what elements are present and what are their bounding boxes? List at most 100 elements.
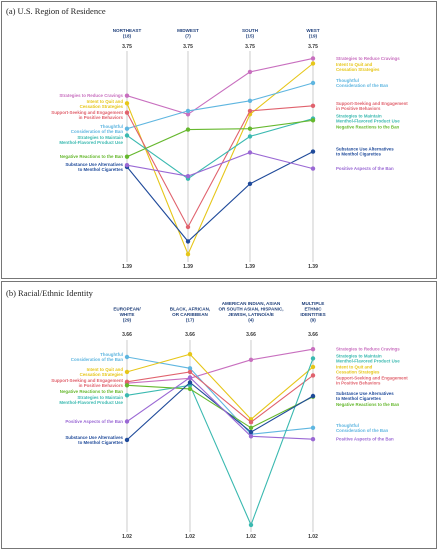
tick-label-bottom: 1.02 xyxy=(185,534,195,540)
series-point xyxy=(124,154,130,159)
panel-b-frame xyxy=(1,281,437,549)
tick-label-top-line: 3.75 xyxy=(245,44,255,50)
series-label-line: Substance Use Alternatives xyxy=(65,435,123,440)
series-label: Negative Reactions to the Ban xyxy=(60,389,124,394)
series-label: Support-Seeking and Engagement in Positiv… xyxy=(336,376,408,386)
series-point xyxy=(310,61,316,66)
series-label: Intent to Quit and Cessation Strategies xyxy=(80,367,124,377)
series-label-line: Menthol-Flavored Product Use xyxy=(59,400,123,405)
series-point xyxy=(310,425,316,430)
category-label: EUROPEAN/WHITE (29) xyxy=(113,306,141,322)
category-label-line: ETHNIC xyxy=(304,306,322,311)
category-label-line: (18) xyxy=(123,34,132,39)
series-point xyxy=(247,150,253,155)
series-point xyxy=(124,437,130,443)
series-point xyxy=(310,56,316,61)
category-label-line: (19) xyxy=(309,34,318,39)
tick-label-bottom-line: 1.02 xyxy=(185,534,195,540)
series-label-line: Support-Seeking and Engagement xyxy=(51,378,123,383)
series-label: Positive Aspects of the Ban xyxy=(65,419,123,424)
series-point xyxy=(124,354,130,360)
series-point xyxy=(124,110,130,115)
series-point xyxy=(247,126,253,131)
tick-label-bottom-line: 1.39 xyxy=(122,264,132,270)
panel-b-title: (b) Racial/Ethnic Identity xyxy=(6,288,94,298)
panel-a-plot: NORTHEAST (18) 3.75 1.39 MIDWEST (7) 3.75 1.39 S… xyxy=(51,28,408,270)
series-point xyxy=(124,393,130,398)
series-point xyxy=(124,379,130,384)
series-point xyxy=(248,434,254,439)
series-point xyxy=(124,369,130,375)
category-label: MIDWEST (7) xyxy=(177,28,199,39)
series-label: Substance Use Alternatives to Menthol Cig… xyxy=(65,162,123,172)
series-label-line: Menthol-Flavored Product Use xyxy=(336,359,400,364)
series-label-line: Thoughtful xyxy=(336,78,359,83)
series-label-line: Negative Reactions to the Ban xyxy=(336,402,400,407)
series-point xyxy=(124,383,130,388)
series-label: Thoughtful Consideration of the Ban xyxy=(336,78,389,88)
tick-label-bottom: 1.02 xyxy=(308,534,318,540)
category-label: BLACK, AFRICAN, OR CARIBBEAN (17) xyxy=(170,306,210,322)
series-point xyxy=(185,108,191,114)
series-point xyxy=(310,118,316,123)
series-label: Thoughtful Consideration of the Ban xyxy=(71,124,124,134)
series-point xyxy=(247,134,253,139)
series-label-line: Strategies to Reduce Cravings xyxy=(336,347,400,352)
series-label-line: Positive Aspects of the Ban xyxy=(336,166,394,171)
series-line xyxy=(126,151,314,243)
tick-label-bottom: 1.02 xyxy=(122,534,132,540)
series-label-line: to Menthol Cigarettes xyxy=(336,396,381,401)
category-label-line: SOUTH xyxy=(242,28,259,33)
series-point xyxy=(185,127,191,132)
series-label-line: Strategies to Maintain xyxy=(77,395,123,400)
tick-label-top-line: 3.75 xyxy=(122,44,132,50)
series-label: Strategies to Reduce Cravings xyxy=(336,56,400,61)
tick-label-top-line: 3.66 xyxy=(185,332,195,338)
series-point xyxy=(185,252,191,257)
series-label-line: Cessation Strategies xyxy=(336,67,380,72)
category-label-line: MIDWEST xyxy=(177,28,199,33)
series-label-line: Consideration of the Ban xyxy=(71,357,124,362)
series-point xyxy=(187,375,193,380)
series-label: Support-Seeking and Engagement in Positiv… xyxy=(51,378,123,388)
tick-label-top-line: 3.66 xyxy=(122,332,132,338)
series-label-line: Positive Aspects of the Ban xyxy=(65,419,123,424)
category-label-line: EUROPEAN/ xyxy=(113,306,141,311)
category-label-line: AMERICAN INDIAN, ASIAN xyxy=(222,301,281,306)
series-label-line: Support-Seeking and Engagement xyxy=(51,110,123,115)
series-label-line: Strategies to Maintain xyxy=(77,135,123,140)
series-point xyxy=(310,80,316,86)
series-label-line: Cessation Strategies xyxy=(80,372,124,377)
category-label-line: WEST xyxy=(306,28,319,33)
series-label-line: Cessation Strategies xyxy=(80,104,124,109)
series-label-line: Menthol-Flavored Product Use xyxy=(59,140,123,145)
series-point xyxy=(247,181,253,186)
series-point xyxy=(248,420,254,425)
series-label: Strategies to Maintain Menthol-Flavored P… xyxy=(59,135,123,145)
tick-label-top: 3.75 xyxy=(308,44,318,50)
series-label: Intent to Quit and Cessation Strategies xyxy=(336,62,380,72)
tick-label-bottom: 1.39 xyxy=(183,264,193,270)
series-line xyxy=(126,118,314,180)
series-point xyxy=(247,98,253,104)
series-label: Strategies to Reduce Cravings xyxy=(59,93,123,98)
category-label-line: NORTHEAST xyxy=(113,28,142,33)
series-point xyxy=(185,224,191,230)
series-label-line: Thoughtful xyxy=(100,352,123,357)
category-label: AMERICAN INDIAN, ASIAN OR SOUTH ASIAN, HI… xyxy=(218,301,283,323)
series-label-line: Consideration of the Ban xyxy=(336,83,389,88)
series-point xyxy=(247,108,253,114)
series-label-line: to Menthol Cigarettes xyxy=(78,440,123,445)
tick-label-bottom-line: 1.39 xyxy=(183,264,193,270)
tick-label-top: 3.66 xyxy=(246,332,256,338)
series-point xyxy=(124,419,130,424)
series-point xyxy=(124,93,130,98)
series-label: Support-Seeking and Engagement in Positiv… xyxy=(51,110,123,120)
series-label-line: Negative Reactions to the Ban xyxy=(336,125,400,130)
series-point xyxy=(187,366,193,371)
series-line xyxy=(126,376,314,440)
series-line xyxy=(126,348,314,384)
series-point xyxy=(310,437,316,442)
series-label: Negative Reactions to the Ban xyxy=(60,154,124,159)
